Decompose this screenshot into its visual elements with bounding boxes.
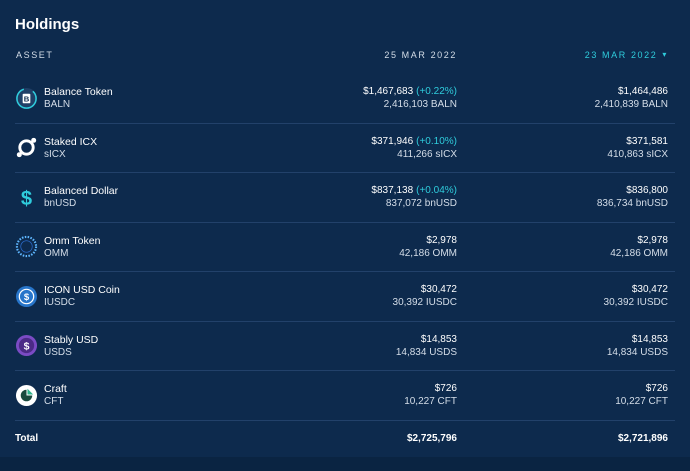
value-date2: $30,472 (631, 284, 668, 295)
row-divider (15, 419, 675, 421)
asset-name: ICON USD Coin (44, 284, 120, 296)
quantity-date2: 836,734 bnUSD (596, 198, 668, 209)
value-date1-amount: $726 (434, 383, 457, 394)
craft-icon (15, 384, 38, 407)
asset-symbol: USDS (44, 346, 72, 358)
quantity-date1: 30,392 IUSDC (392, 297, 457, 308)
omm-icon (15, 235, 38, 258)
value-change: (+0.04%) (416, 185, 457, 196)
asset-name: Craft (44, 383, 67, 395)
value-date2: $14,853 (631, 333, 668, 345)
asset-name: Omm Token (44, 234, 101, 247)
holding-row[interactable]: Omm Token OMM $2,978 42,186 OMM $2,978 42,186… (0, 223, 690, 272)
asset-name: Balance Token (44, 86, 113, 98)
value-date2: $2,978 (637, 234, 668, 246)
row-divider (15, 271, 675, 272)
quantity-date1: 2,416,103 BALN (383, 99, 457, 110)
value-date1: $14,853 (421, 334, 457, 345)
bottom-bar (0, 457, 690, 471)
row-divider (15, 221, 675, 223)
bnusd-icon: $ (15, 186, 38, 209)
date2-dropdown[interactable]: 23 MAR 2022 ▾ (585, 50, 668, 60)
value-date1-amount: $837,138 (371, 185, 414, 196)
value-date1: $2,978 (426, 235, 457, 246)
sicx-icon (15, 136, 38, 159)
holding-row[interactable]: $ ICON USD Coin IUSDC $30,472 30,392 IUSDC $3… (0, 272, 690, 322)
holding-row[interactable]: $ Balanced Dollar bnUSD $837,138 (+0.04%) 837… (0, 173, 690, 223)
value-date1-amount: $2,978 (426, 234, 457, 246)
svg-text:B: B (24, 94, 30, 103)
value-date1: $1,467,683 (+0.22%) (363, 86, 457, 97)
row-divider (15, 122, 675, 124)
asset-symbol: bnUSD (44, 198, 77, 209)
quantity-date1: 10,227 CFT (404, 396, 457, 407)
total-value-date1: $2,725,796 (406, 433, 457, 444)
value-date2: $726 (645, 383, 668, 394)
row-divider (15, 172, 675, 173)
asset-column-header: ASSET (16, 50, 54, 60)
row-divider (15, 320, 675, 322)
holding-row[interactable]: $ Stably USD USDS $14,853 14,834 USDS $14,853… (0, 322, 690, 371)
date2-label: 23 MAR 2022 (584, 50, 658, 60)
quantity-date2: 10,227 CFT (615, 396, 668, 407)
usds-icon: $ (15, 334, 38, 357)
value-date1: $726 (435, 383, 457, 394)
iusdc-icon: $ (15, 285, 38, 308)
quantity-date2: 2,410,839 BALN (594, 99, 668, 110)
quantity-date1: 411,266 sICX (397, 148, 457, 160)
asset-name: Stably USD (44, 333, 99, 346)
value-date1: $30,472 (421, 284, 457, 295)
holding-row[interactable]: Staked ICX sICX $371,946 (+0.10%) 411,266 sI… (0, 124, 690, 173)
asset-symbol: BALN (44, 99, 71, 110)
svg-text:$: $ (24, 340, 30, 352)
quantity-date2: 410,863 sICX (607, 148, 668, 160)
value-change: (+0.10%) (416, 135, 457, 147)
holding-row[interactable]: Craft CFT $726 10,227 CFT $726 10,227 CFT (0, 371, 690, 421)
quantity-date1: 42,186 OMM (399, 247, 457, 259)
asset-symbol: CFT (44, 396, 64, 407)
quantity-date1: 837,072 bnUSD (385, 198, 457, 209)
quantity-date2: 42,186 OMM (610, 247, 668, 259)
total-value-date2: $2,721,896 (617, 433, 668, 444)
value-date1-amount: $1,467,683 (363, 86, 414, 97)
value-date2: $836,800 (626, 185, 668, 196)
baln-icon: B (15, 87, 38, 110)
svg-text:$: $ (21, 188, 32, 209)
quantity-date1: 14,834 USDS (395, 346, 457, 358)
asset-symbol: sICX (44, 148, 66, 160)
value-change: (+0.22%) (416, 86, 457, 97)
asset-symbol: IUSDC (44, 297, 76, 308)
page-title: Holdings (15, 16, 80, 33)
asset-symbol: OMM (44, 247, 69, 259)
date1-column-header: 25 MAR 2022 (384, 50, 457, 60)
value-date1: $371,946 (+0.10%) (371, 136, 457, 147)
total-label: Total (15, 433, 39, 444)
value-date1-amount: $14,853 (420, 333, 457, 345)
asset-name: Balanced Dollar (44, 185, 119, 197)
value-date2: $1,464,486 (617, 86, 668, 97)
row-divider (15, 370, 675, 371)
value-date2: $371,581 (626, 135, 668, 147)
holding-row[interactable]: B Balance Token BALN $1,467,683 (+0.22%) 2,41… (0, 74, 690, 124)
quantity-date2: 14,834 USDS (606, 346, 668, 358)
value-date1-amount: $30,472 (420, 284, 457, 295)
value-date1: $837,138 (+0.04%) (371, 185, 457, 196)
value-date1-amount: $371,946 (371, 135, 414, 147)
asset-name: Staked ICX (44, 135, 98, 148)
svg-text:$: $ (24, 291, 30, 302)
quantity-date2: 30,392 IUSDC (603, 297, 668, 308)
chevron-down-icon: ▾ (662, 50, 668, 59)
